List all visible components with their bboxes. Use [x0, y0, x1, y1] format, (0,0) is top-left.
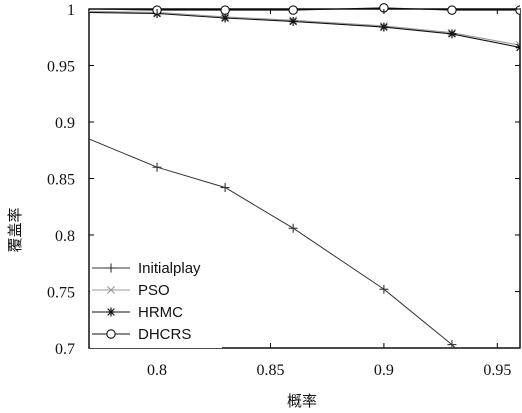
legend-item: PSO: [92, 282, 170, 299]
data-point: [220, 13, 230, 23]
data-point: [447, 29, 457, 39]
data-point: [379, 284, 389, 294]
ticks-layer: 0.7 0.75 0.8 0.85 0.9 0.95 1 0.8 0.85 0.9 0.95: [47, 2, 520, 379]
data-point: [447, 340, 457, 348]
legend-item: HRMC: [92, 304, 183, 321]
legend-label: Initialplay: [138, 260, 201, 277]
legend: Initialplay PSO HRMC DHCRS: [90, 258, 222, 348]
data-point: [288, 16, 298, 26]
series-initialplay: [89, 138, 522, 413]
legend-label: HRMC: [138, 304, 183, 321]
data-point: [220, 183, 230, 193]
legend-marker: [106, 263, 116, 273]
y-tick-label: 0.7: [55, 341, 75, 358]
x-tick-label: 0.95: [483, 362, 511, 379]
y-tick-label: 0.95: [47, 59, 75, 76]
legend-marker: [107, 286, 115, 294]
data-point: [516, 406, 522, 413]
y-tick-label: 1: [67, 2, 75, 19]
x-tick-label: 0.9: [374, 362, 394, 379]
y-tick-label: 0.8: [55, 228, 75, 245]
legend-marker: [106, 307, 116, 317]
legend-label: DHCRS: [138, 326, 191, 343]
data-point: [515, 42, 520, 52]
x-axis-label: 概率: [287, 392, 317, 410]
legend-item: Initialplay: [92, 260, 201, 277]
data-point: [152, 162, 162, 172]
y-tick-label: 0.9: [55, 115, 75, 132]
series-layer: [89, 3, 522, 413]
data-point: [515, 5, 520, 15]
data-point: [220, 5, 230, 15]
x-tick-label: 0.85: [256, 362, 284, 379]
y-axis-label: 覆盖率: [6, 207, 24, 252]
series-pso: [89, 8, 520, 50]
data-point: [447, 5, 457, 15]
legend-item: DHCRS: [92, 326, 191, 343]
x-tick-label: 0.8: [147, 362, 167, 379]
y-tick-label: 0.85: [47, 172, 75, 189]
data-point: [288, 5, 298, 15]
y-tick-label: 0.75: [47, 285, 75, 302]
data-point: [288, 223, 298, 233]
legend-label: PSO: [138, 282, 170, 299]
legend-marker: [106, 329, 116, 339]
data-point: [379, 22, 389, 32]
